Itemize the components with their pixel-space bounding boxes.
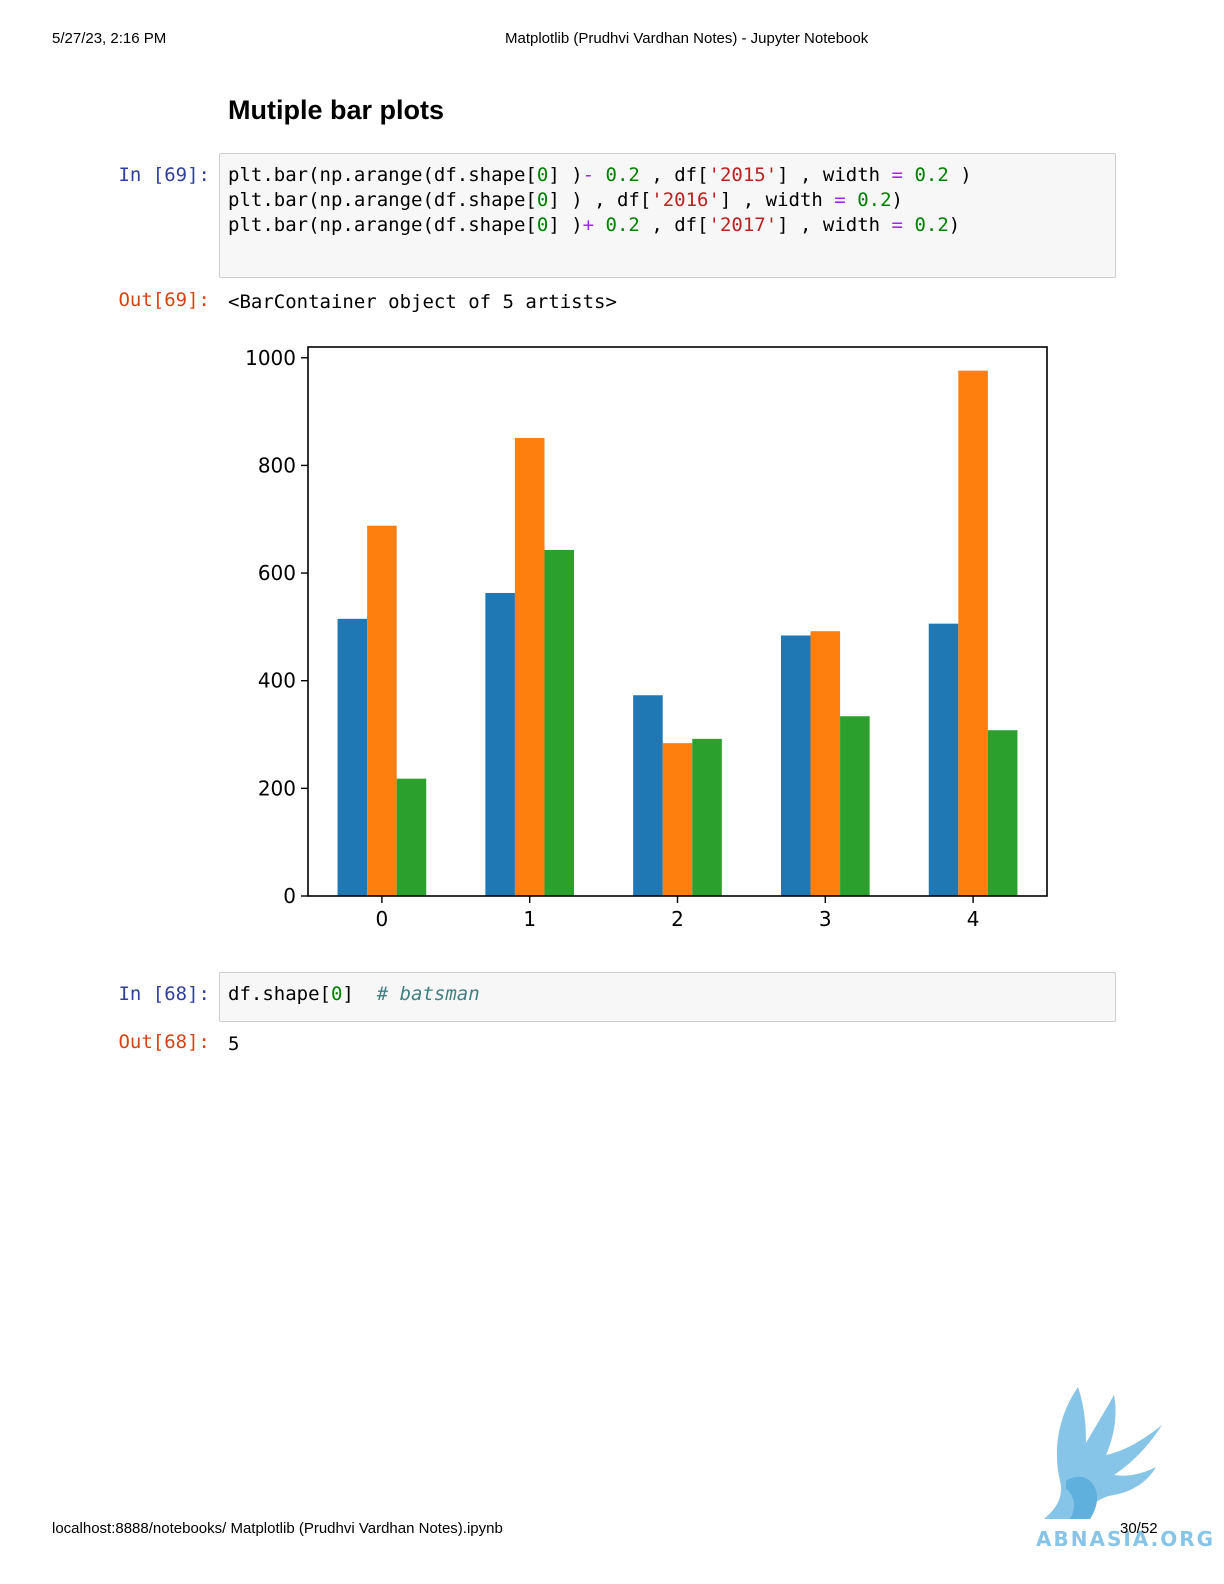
bar-s0-c1 (485, 592, 515, 896)
code-line-3: plt.bar(np.arange(df.shape[0] )+ 0.2 , d… (228, 214, 961, 236)
watermark-text: ABNASIA.ORG (1036, 1527, 1216, 1551)
page-number: 30/52 (1120, 1520, 1158, 1537)
bar-s0-c2 (633, 695, 663, 896)
code-cell-69[interactable]: plt.bar(np.arange(df.shape[0] )- 0.2 , d… (219, 153, 1116, 278)
x-tick-label-4: 4 (967, 907, 980, 931)
bar-chart: 0 200 400 600 800 1000 0 1 2 3 4 (245, 346, 1048, 931)
notebook-url: localhost:8888/notebooks/ Matplotlib (Pr… (52, 1520, 503, 1537)
x-tick-label-2: 2 (671, 907, 684, 931)
bar-s2-c3 (840, 716, 870, 896)
bar-s0-c3 (780, 635, 811, 896)
x-tick-label-3: 3 (819, 907, 832, 931)
code-cell-68[interactable]: df.shape[0] # batsman (219, 972, 1116, 1022)
print-page-title: Matplotlib (Prudhvi Vardhan Notes) - Jup… (505, 30, 869, 47)
print-datetime: 5/27/23, 2:16 PM (52, 30, 167, 47)
in-prompt-69: In [69]: (118, 164, 210, 186)
bar-s0-c0 (337, 618, 368, 896)
bar-s2-c2 (692, 738, 722, 896)
bar-s2-c1 (544, 549, 575, 896)
bar-s1-c1 (514, 437, 545, 896)
x-tick-label-1: 1 (523, 907, 536, 931)
bar-s2-c4 (987, 730, 1018, 896)
output-text-69: <BarContainer object of 5 artists> (228, 291, 617, 313)
x-axis-ticks: 0 1 2 3 4 (376, 896, 980, 931)
y-tick-label-800: 800 (258, 453, 296, 477)
output-text-68: 5 (228, 1033, 240, 1055)
y-tick-label-400: 400 (258, 669, 296, 693)
bar-s1-c2 (662, 743, 693, 896)
code-line-2: plt.bar(np.arange(df.shape[0] ) , df['20… (228, 189, 903, 211)
bar-s2-c0 (396, 778, 427, 896)
bar-s0-c4 (928, 623, 959, 896)
bar-s1-c4 (958, 370, 988, 896)
out-prompt-68: Out[68]: (118, 1031, 210, 1053)
y-axis-ticks: 0 200 400 600 800 1000 (245, 346, 308, 908)
y-tick-label-1000: 1000 (245, 346, 296, 370)
code-line-1: plt.bar(np.arange(df.shape[0] )- 0.2 , d… (228, 164, 972, 186)
x-tick-label-0: 0 (376, 907, 389, 931)
bar-s1-c3 (810, 631, 841, 896)
section-heading: Mutiple bar plots (228, 95, 444, 125)
chart-bars (337, 370, 1018, 896)
out-prompt-69: Out[69]: (118, 289, 210, 311)
y-tick-label-0: 0 (283, 884, 296, 908)
in-prompt-68: In [68]: (118, 983, 210, 1005)
griffin-logo-icon (1044, 1387, 1162, 1519)
bar-s1-c0 (367, 525, 397, 896)
y-tick-label-200: 200 (258, 776, 296, 800)
y-tick-label-600: 600 (258, 561, 296, 585)
code-line-68: df.shape[0] # batsman (228, 983, 480, 1005)
